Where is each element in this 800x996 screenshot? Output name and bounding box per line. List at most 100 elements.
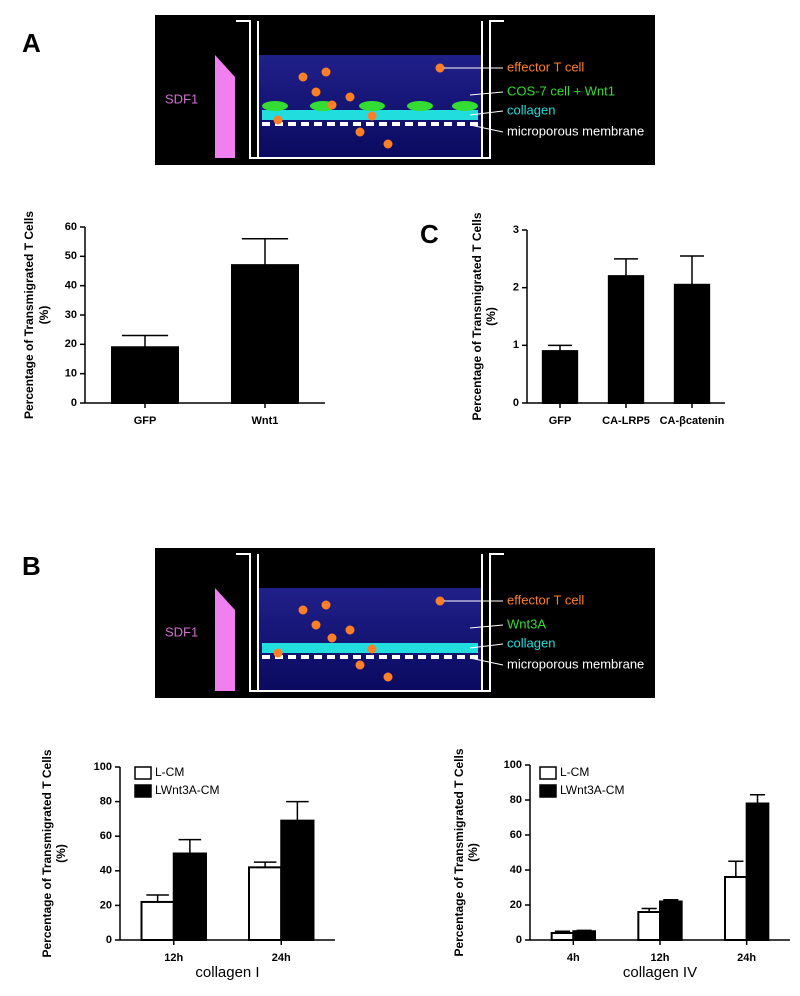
error-bar [241, 237, 289, 266]
t-cell [321, 600, 331, 610]
bar [140, 900, 175, 942]
y-axis-label: Percentage of Transmigrated T Cells [470, 212, 484, 420]
error-bar [286, 800, 309, 821]
x-tick-label: 12h [164, 952, 183, 964]
bar [637, 911, 661, 941]
leader-line [469, 657, 504, 666]
legend-label: LWnt3A-CM [155, 783, 219, 797]
insert-inner [257, 21, 483, 158]
legend-swatch [539, 766, 557, 780]
bar [172, 852, 207, 941]
y-tick-label: 10 [65, 368, 77, 380]
error-bar [679, 255, 705, 285]
t-cell [311, 87, 321, 97]
error-bar [613, 258, 639, 277]
bar [541, 350, 579, 405]
x-tick-label: 12h [651, 952, 670, 964]
y-tick-label: 50 [65, 250, 77, 262]
bar [745, 802, 770, 941]
error-bar [554, 930, 571, 933]
x-tick-label: Wnt1 [252, 415, 279, 427]
bar [724, 876, 748, 941]
y-axis-label: Percentage of Transmigrated T Cells [452, 748, 466, 956]
legend-swatch [539, 784, 557, 798]
bar [607, 275, 645, 404]
leader-line [469, 643, 504, 649]
x-tick-label: 24h [737, 952, 756, 964]
t-cell [273, 648, 283, 658]
y-axis-label: (%) [466, 843, 480, 862]
x-tick-label: GFP [134, 415, 157, 427]
y-tick-label: 3 [513, 224, 519, 236]
insert-outline [236, 20, 504, 159]
y-tick-label: 40 [65, 280, 77, 292]
leader-line [469, 91, 504, 96]
leader-line [469, 124, 504, 133]
x-tick-label: CA-LRP5 [602, 415, 650, 427]
y-tick-label: 20 [510, 899, 522, 911]
error-bar [576, 929, 592, 932]
y-tick-label: 0 [516, 934, 522, 946]
y-tick-label: 0 [106, 934, 112, 946]
legend-swatch [134, 766, 152, 780]
y-tick-label: 0 [71, 397, 77, 409]
y-tick-label: 2 [513, 282, 519, 294]
y-tick-label: 100 [94, 761, 112, 773]
y-tick-label: 1 [513, 339, 519, 351]
x-tick-label: 4h [567, 952, 580, 964]
t-cell [355, 127, 365, 137]
t-cell [298, 605, 308, 615]
leader-line [469, 110, 504, 116]
medium [258, 588, 482, 691]
diagram-label: microporous membrane [507, 656, 644, 671]
diagram-label: collagen [507, 635, 555, 650]
y-tick-label: 80 [510, 794, 522, 806]
y-tick-label: 40 [510, 864, 522, 876]
x-tick-label: 24h [272, 952, 291, 964]
t-cell [383, 672, 393, 682]
t-cell [311, 620, 321, 630]
y-axis-label: (%) [484, 307, 498, 326]
cos-cell [359, 101, 385, 111]
x-axis-label: collagen IV [623, 964, 697, 981]
diagram-label: effector T cell [507, 592, 584, 607]
legend-label: L-CM [155, 765, 184, 779]
transwell-diagram: SDF1 effector T cell COS-7 cell + Wnt1 coll… [155, 15, 655, 165]
insert-inner [257, 554, 483, 691]
y-axis-label: (%) [54, 844, 68, 863]
t-cell [367, 111, 377, 121]
error-bar [146, 894, 169, 902]
bar [550, 932, 575, 941]
y-tick-label: 40 [100, 865, 112, 877]
leader-line [469, 624, 504, 629]
t-cell [383, 139, 393, 149]
diagram-label: collagen [507, 102, 555, 117]
panel-label: C [420, 219, 439, 249]
t-cell [345, 625, 355, 635]
cos-cell [452, 101, 478, 111]
diagram-label: microporous membrane [507, 123, 644, 138]
y-axis-label: Percentage of Transmigrated T Cells [40, 749, 54, 957]
y-tick-label: 20 [100, 899, 112, 911]
legend-label: L-CM [560, 765, 589, 779]
panel-label: B [22, 551, 41, 581]
x-axis-label: collagen I [195, 964, 259, 981]
bar [111, 346, 179, 404]
t-cell [345, 92, 355, 102]
bar [673, 283, 711, 404]
bar [659, 900, 683, 941]
cos-cell [262, 101, 288, 111]
error-bar [547, 344, 573, 352]
t-cell [355, 660, 365, 670]
error-bar [121, 334, 169, 348]
gradient-wedge [215, 588, 235, 691]
y-tick-label: 60 [510, 829, 522, 841]
legend-label: LWnt3A-CM [560, 783, 624, 797]
bar [231, 264, 299, 404]
y-tick-label: 60 [65, 221, 77, 233]
panel-label: A [22, 28, 41, 58]
diagram-label: COS-7 cell + Wnt1 [507, 83, 615, 98]
bar [572, 930, 596, 941]
y-tick-label: 30 [65, 309, 77, 321]
